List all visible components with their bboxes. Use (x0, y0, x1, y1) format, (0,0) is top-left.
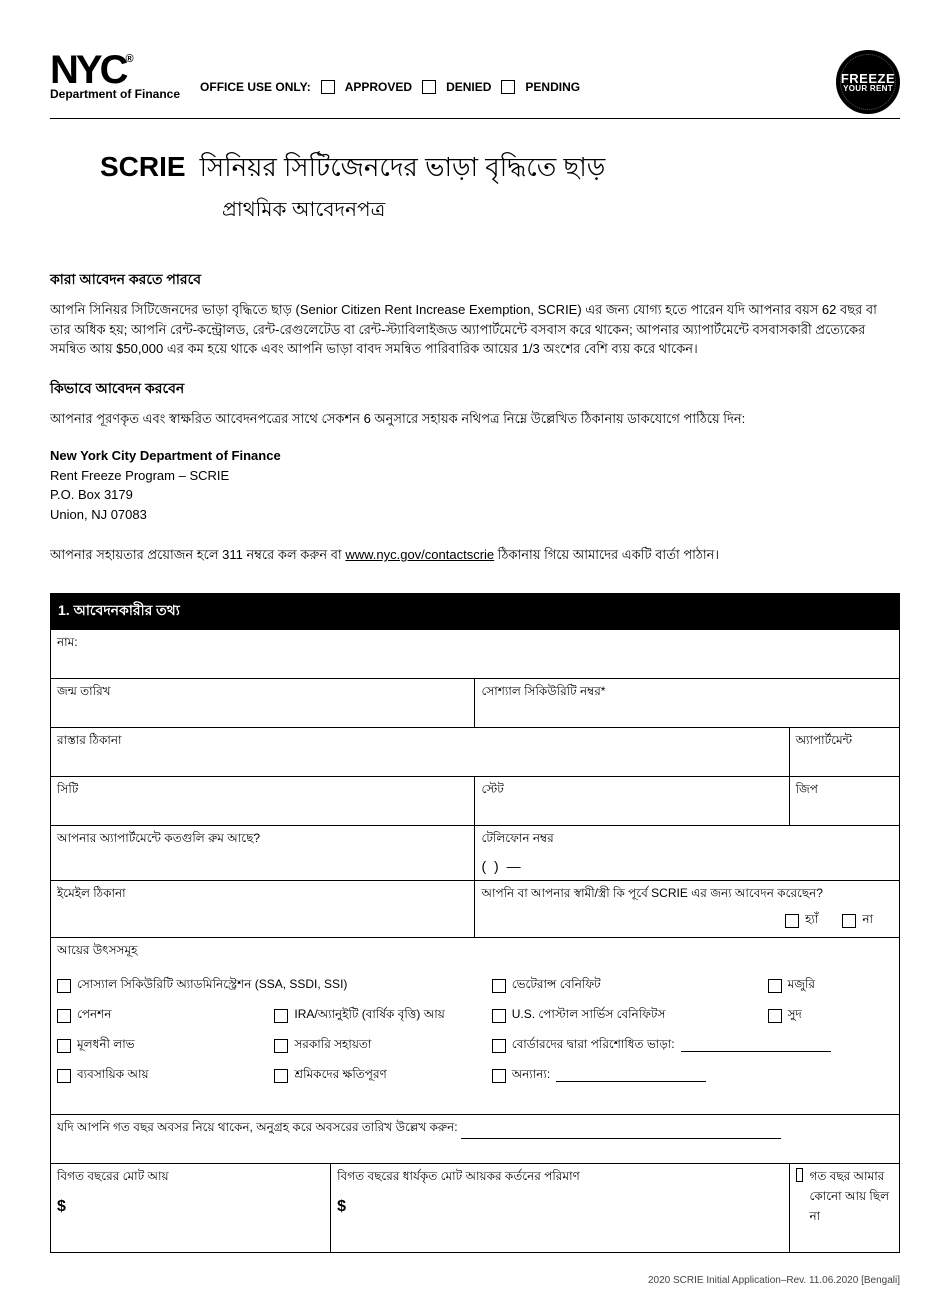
income-sources-grid: সোস্যাল সিকিউরিটি অ্যাডমিনিস্ট্রেশন (SSA… (51, 968, 900, 1115)
capgain-checkbox[interactable] (57, 1039, 71, 1053)
street-field[interactable]: রাস্তার ঠিকানা (51, 728, 790, 777)
dob-field[interactable]: জন্ম তারিখ (51, 679, 475, 728)
denied-checkbox[interactable] (422, 80, 436, 94)
apt-field[interactable]: অ্যাপার্টমেন্ট (789, 728, 899, 777)
prev-apply-q: আপনি বা আপনার স্বামী/স্ত্রী কি পূর্বে SC… (481, 885, 893, 905)
email-field[interactable]: ইমেইল ঠিকানা (51, 881, 475, 938)
boarder-blank[interactable] (681, 1040, 831, 1052)
no-income-checkbox[interactable] (796, 1168, 804, 1182)
govassist-checkbox[interactable] (274, 1039, 288, 1053)
who-text: আপনি সিনিয়র সিটিজেনদের ভাড়া বৃদ্ধিতে ছ… (50, 300, 900, 359)
footer-note: 2020 SCRIE Initial Application–Rev. 11.0… (50, 1275, 900, 1286)
vet-checkbox[interactable] (492, 979, 506, 993)
prev-no-label: না (862, 911, 873, 931)
badge-line1: FREEZE (841, 72, 895, 85)
total-income-field[interactable]: বিগত বছরের মোট আয় $ (51, 1164, 331, 1253)
addr-l4: Union, NJ 07083 (50, 505, 900, 525)
title-main: সিনিয়র সিটিজেনদের ভাড়া বৃদ্ধিতে ছাড় (200, 147, 606, 191)
other-checkbox[interactable] (492, 1069, 506, 1083)
zip-field[interactable]: জিপ (789, 777, 899, 826)
pension-checkbox[interactable] (57, 1009, 71, 1023)
total-deduct-field[interactable]: বিগত বছরের ধার্যকৃত মোট আয়কর কর্তনের পর… (331, 1164, 789, 1253)
help-link[interactable]: www.nyc.gov/contactscrie (345, 547, 494, 562)
usps-checkbox[interactable] (492, 1009, 506, 1023)
city-field[interactable]: সিটি (51, 777, 475, 826)
help-line: আপনার সহায়তার প্রয়োজন হলে 311 নম্বরে ক… (50, 546, 900, 567)
how-heading: কিভাবে আবেদন করবেন (50, 377, 900, 401)
approved-label: APPROVED (345, 80, 412, 94)
approved-checkbox[interactable] (321, 80, 335, 94)
prev-yes-checkbox[interactable] (785, 914, 799, 928)
ssn-field[interactable]: সোশ্যাল সিকিউরিটি নম্বর* (475, 679, 900, 728)
freeze-your-rent-badge: FREEZE YOUR RENT (836, 50, 900, 114)
phone-field[interactable]: টেলিফোন নম্বর ( ) — (475, 826, 900, 881)
pending-label: PENDING (525, 80, 580, 94)
addr-l3: P.O. Box 3179 (50, 485, 900, 505)
nyc-logo: NYC® Department of Finance (50, 50, 180, 100)
addr-l2: Rent Freeze Program – SCRIE (50, 466, 900, 486)
interest-checkbox[interactable] (768, 1009, 782, 1023)
help-post: ঠিকানায় গিয়ে আমাদের একটি বার্তা পাঠান। (494, 547, 719, 562)
pending-checkbox[interactable] (501, 80, 515, 94)
boarder-checkbox[interactable] (492, 1039, 506, 1053)
title-block: SCRIE সিনিয়র সিটিজেনদের ভাড়া বৃদ্ধিতে … (50, 147, 900, 228)
ssa-checkbox[interactable] (57, 979, 71, 993)
denied-label: DENIED (446, 80, 491, 94)
retire-row: যদি আপনি গত বছর অবসর নিয়ে থাকেন, অনুগ্র… (51, 1115, 900, 1164)
office-use-label: OFFICE USE ONLY: (200, 80, 311, 94)
nyc-logo-text: NYC (50, 48, 125, 92)
phone-slots: ( ) — (481, 858, 893, 874)
retire-date-blank[interactable] (461, 1127, 781, 1139)
section-1: 1. আবেদনকারীর তথ্য নাম: জন্ম তারিখ সোশ্য… (50, 593, 900, 1253)
other-blank[interactable] (556, 1070, 706, 1082)
business-checkbox[interactable] (57, 1069, 71, 1083)
title-sub: প্রাথমিক আবেদনপত্র (222, 195, 900, 228)
prev-no-checkbox[interactable] (842, 914, 856, 928)
wages-checkbox[interactable] (768, 979, 782, 993)
nyc-logo-reg: ® (125, 53, 130, 65)
no-income-field: গত বছর আমার কোনো আয় ছিল না (789, 1164, 899, 1253)
prev-apply-field: আপনি বা আপনার স্বামী/স্ত্রী কি পূর্বে SC… (475, 881, 900, 938)
who-heading: কারা আবেদন করতে পারবে (50, 268, 900, 292)
office-use-only: OFFICE USE ONLY: APPROVED DENIED PENDING (200, 50, 816, 94)
help-pre: আপনার সহায়তার প্রয়োজন হলে 311 নম্বরে ক… (50, 547, 345, 562)
workers-checkbox[interactable] (274, 1069, 288, 1083)
state-field[interactable]: স্টেট (475, 777, 789, 826)
prev-yes-label: হ্যাঁ (805, 911, 818, 931)
scrie-acronym: SCRIE (100, 151, 186, 183)
mailing-address: New York City Department of Finance Rent… (50, 446, 900, 524)
page-header: NYC® Department of Finance OFFICE USE ON… (50, 50, 900, 119)
name-field[interactable]: নাম: (51, 630, 900, 679)
income-sources-label: আয়ের উৎসসমূহ (51, 938, 900, 969)
applicant-info-table: নাম: জন্ম তারিখ সোশ্যাল সিকিউরিটি নম্বর*… (50, 629, 900, 1253)
section-1-header: 1. আবেদনকারীর তথ্য (50, 593, 900, 629)
rooms-field[interactable]: আপনার অ্যাপার্টমেন্টে কতগুলি রুম আছে? (51, 826, 475, 881)
badge-line2: YOUR RENT (843, 85, 893, 93)
addr-l1: New York City Department of Finance (50, 446, 900, 466)
ira-checkbox[interactable] (274, 1009, 288, 1023)
how-text: আপনার পূরণকৃত এবং স্বাক্ষরিত আবেদনপত্রের… (50, 409, 900, 429)
